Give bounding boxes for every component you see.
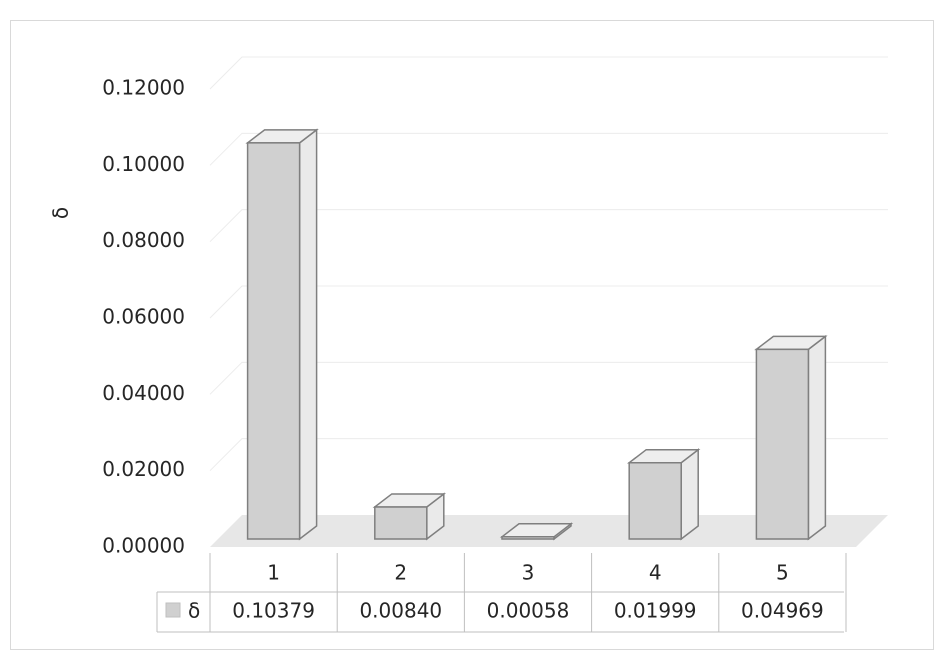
legend-swatch bbox=[165, 602, 181, 618]
bar bbox=[245, 128, 319, 541]
x-tick-label: 5 bbox=[776, 561, 789, 585]
data-table-value: 0.01999 bbox=[614, 599, 697, 623]
bar-front bbox=[755, 348, 810, 540]
bar bbox=[499, 522, 574, 541]
x-tick-label: 3 bbox=[522, 561, 535, 585]
bar bbox=[626, 448, 701, 541]
data-table-value: 0.04969 bbox=[741, 599, 824, 623]
data-table-value: 0.00058 bbox=[487, 599, 570, 623]
grid-line bbox=[209, 438, 888, 472]
y-tick-label: 0.10000 bbox=[102, 152, 185, 176]
bar-front bbox=[501, 536, 555, 540]
grid-line bbox=[209, 209, 888, 243]
y-tick-label: 0.08000 bbox=[102, 228, 185, 252]
grid-line bbox=[209, 56, 888, 90]
x-tick-label: 4 bbox=[649, 561, 662, 585]
bar-front bbox=[628, 461, 682, 540]
bar-front bbox=[374, 506, 428, 540]
bar-side bbox=[680, 448, 699, 541]
grid-line bbox=[209, 361, 888, 395]
legend-label: δ bbox=[188, 599, 200, 623]
grid-line bbox=[209, 132, 888, 166]
y-tick-label: 0.02000 bbox=[102, 457, 185, 481]
y-tick-label: 0.04000 bbox=[102, 381, 185, 405]
bar-front bbox=[246, 142, 301, 540]
bar-side bbox=[298, 128, 318, 541]
y-tick-label: 0.12000 bbox=[102, 76, 185, 100]
grid-line bbox=[209, 285, 888, 319]
x-tick-label: 2 bbox=[394, 561, 407, 585]
data-table-value: 0.00840 bbox=[359, 599, 442, 623]
bar-side bbox=[807, 334, 827, 541]
y-tick-label: 0.00000 bbox=[102, 534, 185, 558]
bar bbox=[372, 492, 447, 541]
bar bbox=[754, 334, 828, 541]
x-tick-label: 1 bbox=[267, 561, 280, 585]
data-table-value: 0.10379 bbox=[232, 599, 315, 623]
y-axis-label: δ bbox=[49, 207, 73, 219]
y-tick-label: 0.06000 bbox=[102, 305, 185, 329]
